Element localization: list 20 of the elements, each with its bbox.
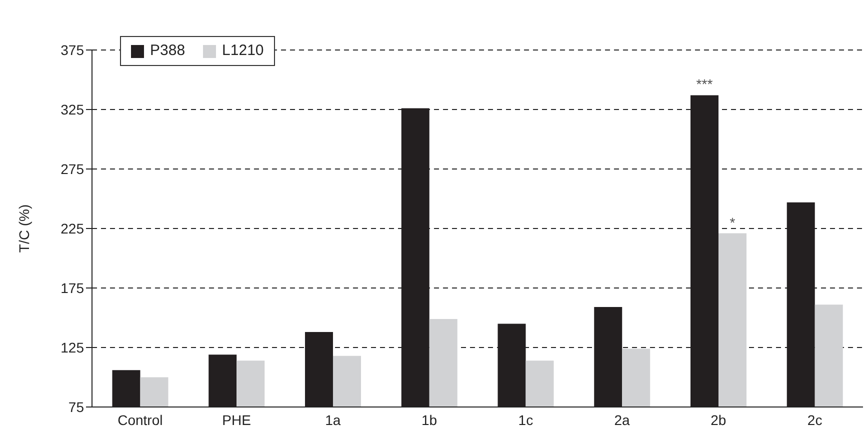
legend-label: P388 — [150, 41, 186, 61]
x-tick-label: 1b — [422, 412, 438, 428]
x-tick-label: 2b — [710, 412, 726, 428]
annotation: * — [730, 214, 736, 230]
y-tick-label: 175 — [60, 280, 84, 296]
y-tick-label: 275 — [60, 160, 84, 177]
y-tick-label: 325 — [60, 101, 84, 118]
y-tick-label: 75 — [68, 398, 84, 415]
x-tick-label: 2c — [807, 412, 822, 428]
y-tick-label: 225 — [60, 220, 84, 236]
y-tick-label: 125 — [60, 339, 84, 356]
legend-label: L1210 — [222, 41, 264, 61]
x-tick-label: 1c — [518, 412, 534, 428]
y-tick-label: 375 — [60, 42, 84, 58]
y-axis-title: T/C (%) — [16, 204, 32, 253]
annotation: *** — [696, 76, 714, 92]
x-tick-label: 1a — [325, 412, 341, 428]
x-tick-label: Control — [118, 412, 163, 428]
x-tick-label: PHE — [222, 412, 251, 428]
x-tick-label: 2a — [614, 412, 630, 428]
